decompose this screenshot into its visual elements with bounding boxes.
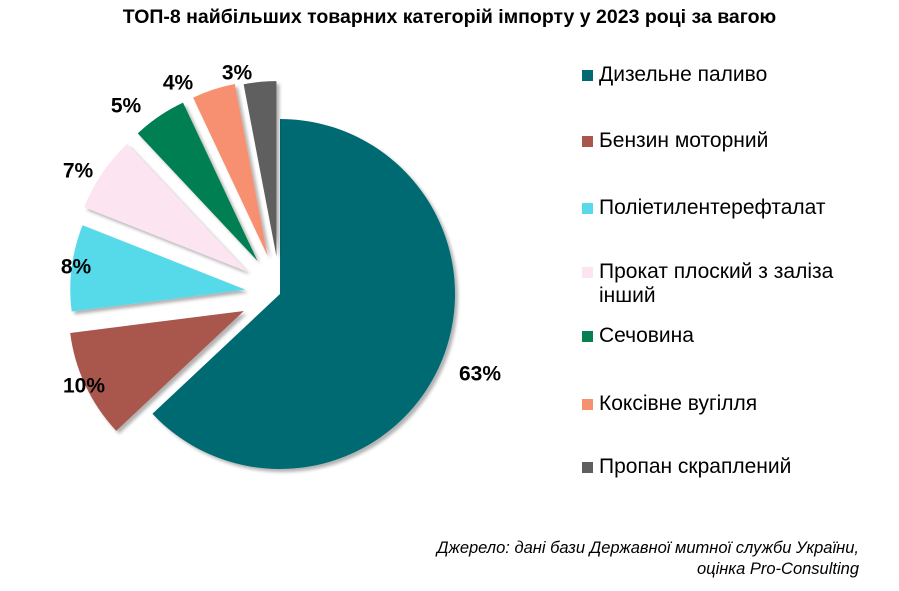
legend-item: Дизельне паливо	[582, 63, 869, 87]
legend-swatch	[582, 331, 593, 342]
legend-label: Бензин моторний	[599, 129, 769, 152]
pie-slice-7	[243, 81, 277, 257]
chart-title: ТОП-8 найбільших товарних категорій імпо…	[122, 6, 777, 28]
legend-item: Поліетилентерефталат	[582, 196, 869, 220]
legend-label: Пропан скраплений	[599, 455, 792, 478]
legend-label: Сечовина	[599, 324, 694, 347]
legend-swatch	[582, 267, 593, 278]
legend-swatch	[582, 70, 593, 81]
source-line-2: оцінка Pro-Consulting	[696, 560, 859, 578]
legend-swatch	[582, 462, 593, 473]
legend-swatch	[582, 136, 593, 147]
legend-item: Сечовина	[582, 324, 869, 348]
legend-swatch	[582, 203, 593, 214]
pie-slice-3	[70, 225, 246, 312]
slice-label-7: 3%	[222, 62, 253, 85]
legend-item: Коксівне вугілля	[582, 392, 869, 416]
slice-label-3: 8%	[61, 256, 92, 279]
slice-label-2: 10%	[63, 375, 105, 398]
legend-swatch	[582, 399, 593, 410]
source-note: Джерело: дані бази Державної митної служ…	[437, 538, 859, 580]
legend-item: Бензин моторний	[582, 129, 869, 153]
pie-slice-2	[70, 311, 244, 431]
slice-label-5: 5%	[111, 95, 142, 118]
pie-slice-4	[84, 143, 247, 272]
legend-label: Поліетилентерефталат	[599, 196, 826, 219]
slice-label-6: 4%	[163, 72, 194, 95]
pie-slice-6	[193, 84, 268, 256]
legend-item: Пропан скраплений	[582, 455, 869, 479]
legend-label: Коксівне вугілля	[599, 392, 758, 415]
source-line-1: Джерело: дані бази Державної митної служ…	[436, 539, 859, 557]
slice-label-4: 7%	[63, 160, 94, 183]
pie-slice-5	[137, 102, 258, 261]
legend-label: Дизельне паливо	[599, 63, 768, 86]
legend-label: Прокат плоский з заліза інший	[599, 260, 834, 307]
slice-label-1: 63%	[459, 363, 501, 386]
legend-item: Прокат плоский з заліза інший	[582, 260, 869, 308]
pie-slice-1	[152, 119, 456, 469]
